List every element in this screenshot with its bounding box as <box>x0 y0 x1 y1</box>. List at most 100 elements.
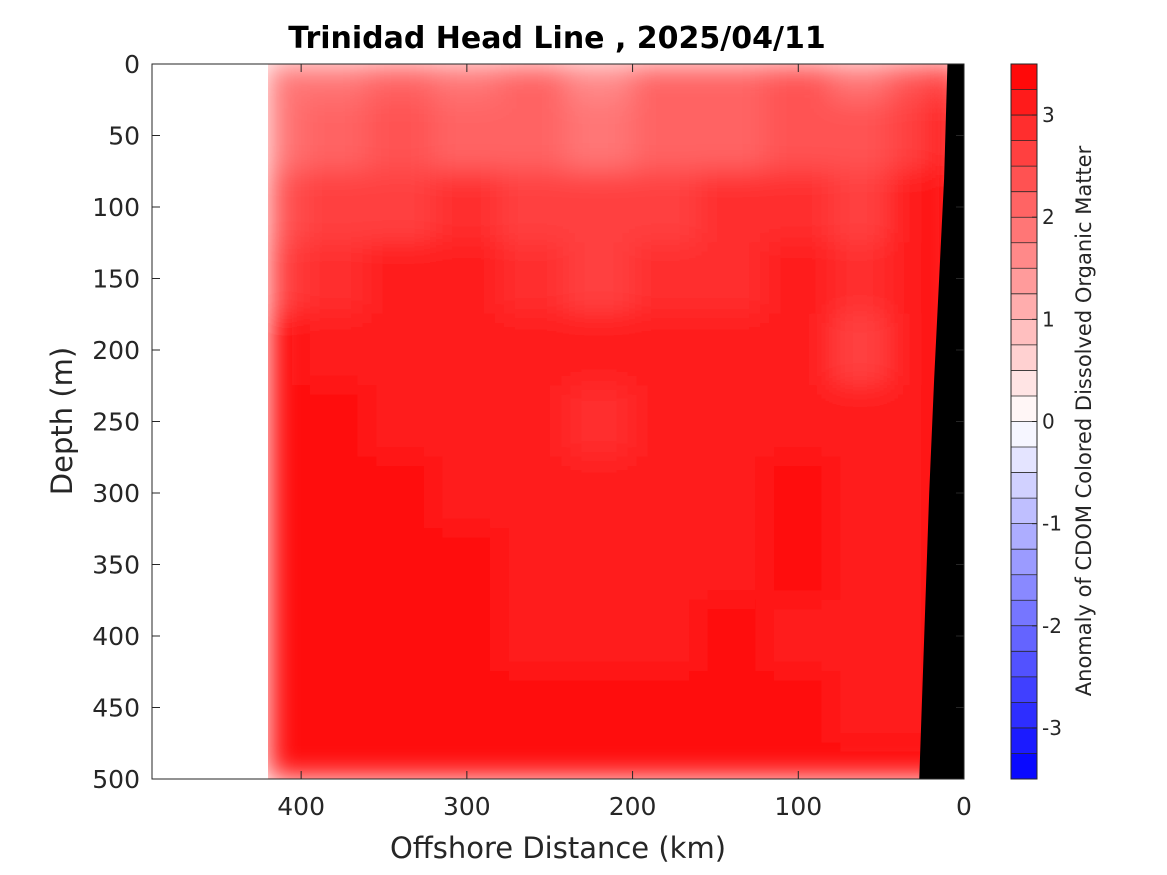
field-cell <box>267 64 302 101</box>
field-cell <box>366 742 435 779</box>
field-cell <box>888 64 932 101</box>
no-data-region <box>152 64 268 779</box>
field-cell <box>267 242 302 315</box>
colorbar-segment <box>1011 370 1037 396</box>
field-cell <box>565 671 634 744</box>
field-cell <box>565 528 634 601</box>
colorbar-segment <box>1011 472 1037 499</box>
field-cell <box>888 385 932 458</box>
field-cell <box>830 456 890 530</box>
field-cell <box>565 456 634 530</box>
colorbar-tick-label: 3 <box>1042 103 1055 127</box>
field-cell <box>433 671 501 744</box>
field-cell <box>698 671 766 744</box>
y-tick-label: 150 <box>92 265 140 294</box>
field-cell <box>300 242 368 315</box>
field-cell <box>632 671 700 744</box>
y-tick-label: 300 <box>92 479 140 508</box>
field-cell <box>499 170 567 244</box>
field-cell <box>888 99 932 172</box>
colorbar-segment <box>1011 242 1037 269</box>
colorbar-segment <box>1011 140 1037 167</box>
colorbar-tick-label: 1 <box>1042 307 1055 331</box>
field-cell <box>565 599 634 673</box>
field-cell <box>698 99 766 172</box>
field-cell <box>764 313 832 387</box>
field-cell <box>764 528 832 601</box>
field-cell <box>366 671 435 744</box>
field-cell <box>300 170 368 244</box>
field-cell <box>632 313 700 387</box>
colorbar-tick-label: -1 <box>1042 512 1062 536</box>
field-cell <box>888 313 932 387</box>
x-axis: 400 300 200 100 0 <box>277 64 972 821</box>
anomaly-field <box>152 64 964 779</box>
field-cell <box>300 742 368 779</box>
field-cell <box>698 599 766 673</box>
field-cell <box>499 528 567 601</box>
colorbar-segment <box>1011 217 1037 243</box>
field-cell <box>830 385 890 458</box>
field-cell <box>499 385 567 458</box>
colorbar-segment <box>1011 651 1037 677</box>
field-cell <box>830 64 890 101</box>
colorbar-segment <box>1011 319 1037 345</box>
field-cell <box>764 99 832 172</box>
field-cell <box>698 64 766 101</box>
field-cell <box>632 456 700 530</box>
field-cell <box>698 242 766 315</box>
colorbar-segment <box>1011 600 1037 626</box>
colorbar-segment <box>1011 676 1037 703</box>
x-tick-label: 300 <box>443 792 491 821</box>
y-tick-label: 350 <box>92 551 140 580</box>
field-cell <box>565 64 634 101</box>
field-cell <box>888 528 932 601</box>
field-cell <box>267 385 302 458</box>
field-cell <box>499 99 567 172</box>
field-cell <box>366 170 435 244</box>
field-cell <box>499 242 567 315</box>
y-tick-label: 100 <box>92 193 140 222</box>
field-cell <box>830 528 890 601</box>
field-cell <box>698 742 766 779</box>
field-cell <box>830 242 890 315</box>
colorbar-segment <box>1011 727 1037 754</box>
colorbar-segment <box>1011 753 1037 779</box>
colorbar-segment <box>1011 344 1037 371</box>
field-cell <box>433 599 501 673</box>
field-cell <box>565 242 634 315</box>
field-cell <box>366 99 435 172</box>
field-cell <box>565 170 634 244</box>
field-cell <box>830 671 890 744</box>
colorbar-segment <box>1011 89 1037 116</box>
field-cell <box>698 385 766 458</box>
colorbar-segment <box>1011 421 1037 448</box>
field-cell <box>300 599 368 673</box>
colorbar-segment <box>1011 395 1037 422</box>
field-cell <box>632 242 700 315</box>
colorbar-segment <box>1011 64 1037 90</box>
field-cell <box>830 313 890 387</box>
colorbar-segment <box>1011 293 1037 320</box>
field-cell <box>267 528 302 601</box>
colorbar-segment <box>1011 574 1037 601</box>
field-cell <box>499 456 567 530</box>
field-cell <box>499 64 567 101</box>
colorbar-segment <box>1011 268 1037 294</box>
field-cell <box>698 528 766 601</box>
field-cell <box>366 599 435 673</box>
field-cell <box>267 99 302 172</box>
x-axis-label: Offshore Distance (km) <box>390 831 726 865</box>
field-cell <box>366 385 435 458</box>
field-cell <box>433 456 501 530</box>
colorbar-segment <box>1011 625 1037 652</box>
colorbar-segment <box>1011 447 1037 473</box>
y-tick-label: 450 <box>92 694 140 723</box>
colorbar-tick-label: 0 <box>1042 410 1055 434</box>
y-tick-label: 200 <box>92 336 140 365</box>
colorbar-segment <box>1011 191 1037 218</box>
colorbar-tick-label: -3 <box>1042 716 1062 740</box>
x-tick-label: 400 <box>277 792 325 821</box>
colorbar-segment <box>1011 166 1037 192</box>
